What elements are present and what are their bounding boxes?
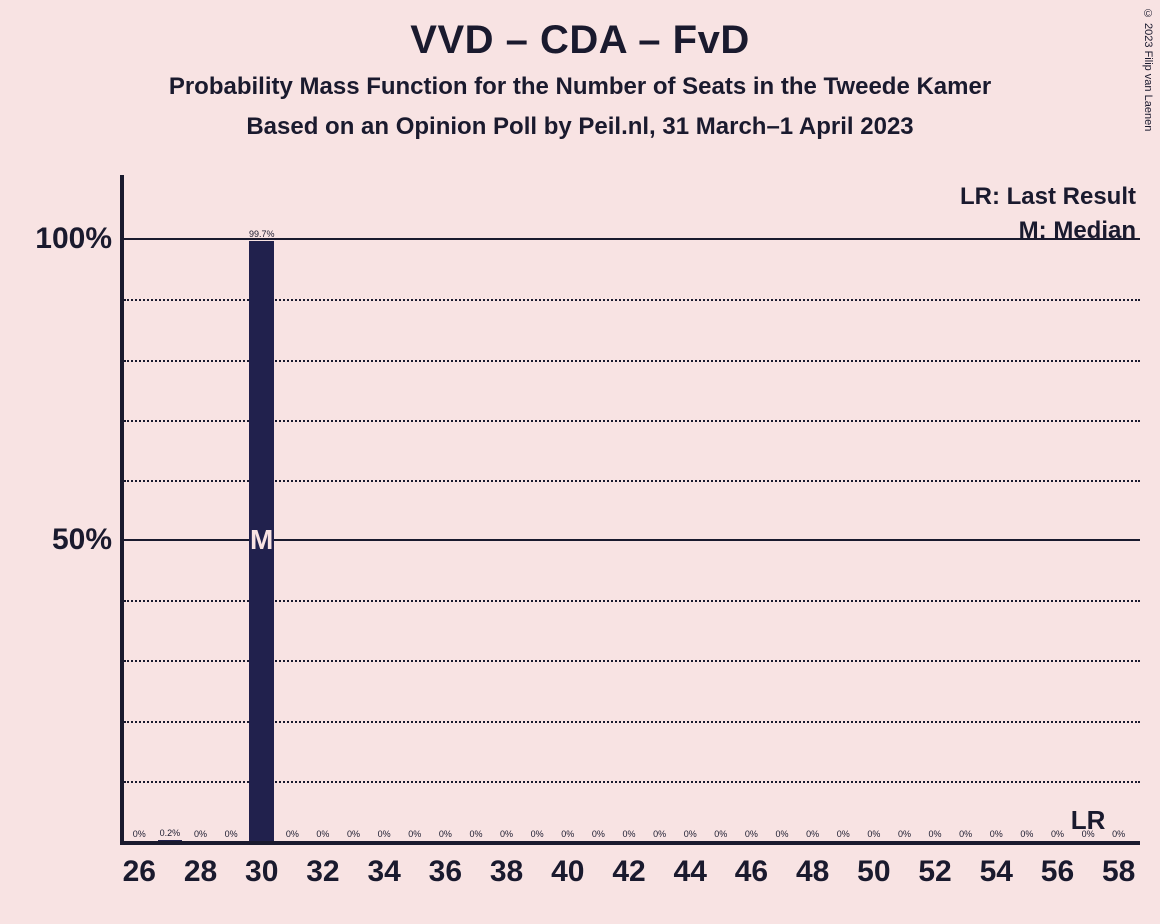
- bar-value-label: 0%: [225, 829, 238, 839]
- chart-subtitle-2: Based on an Opinion Poll by Peil.nl, 31 …: [0, 113, 1160, 141]
- bar-value-label: 0%: [653, 829, 666, 839]
- bar-value-label: 99.7%: [249, 229, 275, 239]
- x-tick-label: 36: [429, 855, 462, 889]
- bar-value-label: 0%: [898, 829, 911, 839]
- bar-value-label: 0%: [1020, 829, 1033, 839]
- x-tick-label: 46: [735, 855, 768, 889]
- bar-value-label: 0%: [531, 829, 544, 839]
- gridline-minor: [124, 420, 1140, 422]
- chart-title: VVD – CDA – FvD: [0, 18, 1160, 63]
- gridline-major: [124, 238, 1140, 240]
- x-tick-label: 30: [245, 855, 278, 889]
- bar-value-label: 0%: [745, 829, 758, 839]
- y-tick-label: 50%: [52, 523, 112, 557]
- bar-value-label: 0%: [1051, 829, 1064, 839]
- bar-value-label: 0%: [776, 829, 789, 839]
- y-tick-label: 100%: [35, 222, 112, 256]
- bar-value-label: 0%: [684, 829, 697, 839]
- bar-value-label: 0%: [929, 829, 942, 839]
- gridline-minor: [124, 721, 1140, 723]
- bar: [158, 840, 182, 841]
- x-axis: [120, 841, 1140, 845]
- bar-value-label: 0%: [439, 829, 452, 839]
- gridline-minor: [124, 480, 1140, 482]
- chart-area: LR: Last Result M: Median 100%50%2628303…: [120, 175, 1140, 845]
- copyright-text: © 2023 Filip van Laenen: [1142, 8, 1154, 131]
- plot-area: LR: Last Result M: Median 100%50%2628303…: [120, 175, 1140, 845]
- bar-value-label: 0%: [561, 829, 574, 839]
- last-result-marker: LR: [1071, 805, 1106, 836]
- gridline-minor: [124, 781, 1140, 783]
- bar-value-label: 0%: [867, 829, 880, 839]
- bar-value-label: 0%: [806, 829, 819, 839]
- x-tick-label: 38: [490, 855, 523, 889]
- bar-value-label: 0%: [500, 829, 513, 839]
- y-axis: [120, 175, 124, 845]
- bar-value-label: 0%: [408, 829, 421, 839]
- bar: [249, 241, 273, 841]
- bar-value-label: 0%: [133, 829, 146, 839]
- chart-subtitle-1: Probability Mass Function for the Number…: [0, 73, 1160, 101]
- gridline-minor: [124, 299, 1140, 301]
- x-tick-label: 54: [980, 855, 1013, 889]
- bar-value-label: 0%: [837, 829, 850, 839]
- x-tick-label: 52: [918, 855, 951, 889]
- legend-median: M: Median: [1019, 217, 1136, 245]
- gridline-minor: [124, 360, 1140, 362]
- x-tick-label: 44: [674, 855, 707, 889]
- x-tick-label: 48: [796, 855, 829, 889]
- x-tick-label: 56: [1041, 855, 1074, 889]
- x-tick-label: 58: [1102, 855, 1135, 889]
- bar-value-label: 0%: [469, 829, 482, 839]
- bar-value-label: 0%: [1112, 829, 1125, 839]
- x-tick-label: 32: [306, 855, 339, 889]
- bar-value-label: 0%: [714, 829, 727, 839]
- bar-value-label: 0%: [347, 829, 360, 839]
- gridline-major: [124, 539, 1140, 541]
- bar-value-label: 0%: [316, 829, 329, 839]
- bar-value-label: 0%: [286, 829, 299, 839]
- gridline-minor: [124, 600, 1140, 602]
- x-tick-label: 50: [857, 855, 890, 889]
- bar-value-label: 0%: [622, 829, 635, 839]
- bar-value-label: 0%: [592, 829, 605, 839]
- x-tick-label: 42: [612, 855, 645, 889]
- x-tick-label: 28: [184, 855, 217, 889]
- legend-last-result: LR: Last Result: [960, 183, 1136, 211]
- x-tick-label: 26: [123, 855, 156, 889]
- bar-value-label: 0%: [959, 829, 972, 839]
- x-tick-label: 34: [367, 855, 400, 889]
- x-tick-label: 40: [551, 855, 584, 889]
- bar-value-label: 0%: [378, 829, 391, 839]
- bar-value-label: 0%: [990, 829, 1003, 839]
- bar-value-label: 0.2%: [160, 828, 181, 838]
- gridline-minor: [124, 660, 1140, 662]
- bar-value-label: 0%: [194, 829, 207, 839]
- titles-block: VVD – CDA – FvD Probability Mass Functio…: [0, 0, 1160, 141]
